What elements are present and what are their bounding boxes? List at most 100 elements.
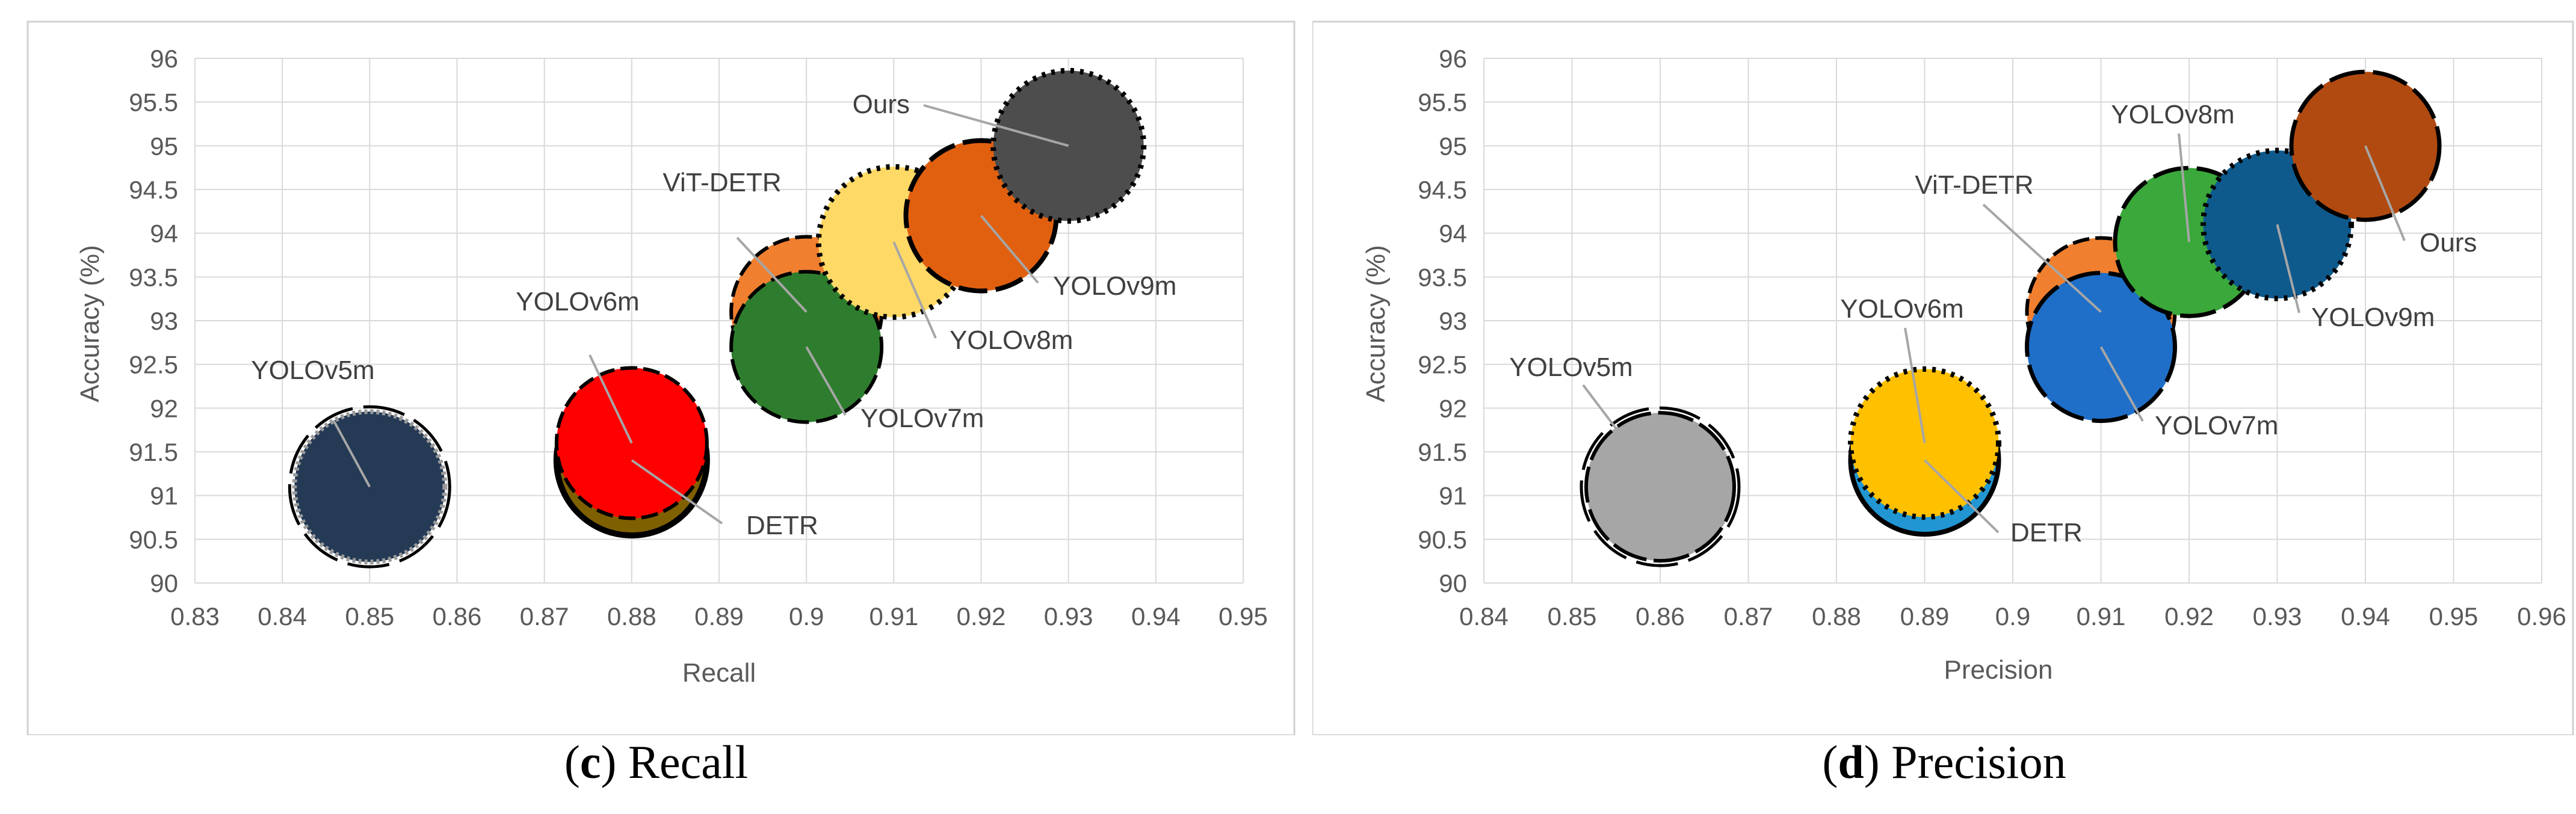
y-tick-label: 93.5 [129,263,178,291]
x-tick-label: 0.84 [258,602,307,631]
data-label: ViT-DETR [1915,170,2033,200]
x-tick-label: 0.85 [1548,602,1597,631]
caption-text: Precision [1891,736,2066,788]
x-tick-label: 0.92 [957,602,1006,631]
leader-line [736,236,808,313]
caption-letter: d [1838,736,1864,788]
bubble-ours [2289,69,2442,222]
y-tick-label: 94 [1439,220,1467,248]
data-label: YOLOv5m [1509,353,1632,382]
leader-line [923,104,1069,147]
leader-line [631,459,723,525]
y-axis-title: Accuracy (%) [75,245,105,402]
chart-precision: 0.84 0.85 0.86 0.87 0.88 0.89 0.9 0.91 0.92 0.93 0… [1312,20,2574,735]
data-label: YOLOv9m [2311,303,2435,332]
x-axis-title: Recall [682,658,756,688]
caption-precision: (d) Precision [1822,736,2066,788]
y-tick-label: 94.5 [129,176,178,204]
x-tick-label: 0.86 [433,602,482,631]
data-label: Ours [853,90,910,119]
y-tick-label: 95 [150,132,178,160]
data-label: YOLOv6m [516,287,639,316]
leader-line [980,215,1039,284]
x-axis-title: Precision [1944,655,2053,685]
data-label: YOLOv8m [2111,100,2234,129]
leader-line [1582,384,1661,488]
leader-line [2276,224,2300,313]
leader-line [1904,327,1926,443]
leader-line [2099,346,2144,422]
data-label: YOLOv9m [1053,271,1176,301]
y-tick-label: 92.5 [1418,351,1467,379]
y-tick-label: 90.5 [1418,525,1467,553]
leader-line [2364,145,2406,241]
y-axis-title: Accuracy (%) [1361,245,1391,402]
data-label: YOLOv8m [950,325,1073,355]
x-tick-label: 0.87 [1724,602,1773,631]
y-tick-label: 91 [1439,482,1467,510]
leader-line [1924,459,2000,534]
data-label: YOLOv7m [860,404,984,433]
data-label: YOLOv5m [251,356,374,385]
x-tick-label: 0.94 [2341,602,2390,631]
y-tick-label: 92 [150,394,178,422]
x-tick-label: 0.87 [520,602,569,631]
caption-text: Recall [628,736,749,788]
caption-letter: c [579,736,601,788]
x-tick-label: 0.88 [607,602,656,631]
y-tick-label: 94 [150,220,178,248]
x-tick-label: 0.84 [1459,602,1509,631]
x-tick-label: 0.89 [694,602,744,631]
y-tick-label: 95.5 [129,88,178,117]
y-tick-label: 94.5 [1418,176,1467,204]
leader-line [333,421,371,488]
data-label: Ours [2420,228,2477,257]
y-tick-label: 93 [150,307,178,335]
leader-line [805,346,847,416]
x-tick-label: 0.91 [869,602,918,631]
y-tick-label: 91.5 [1418,438,1467,466]
x-tick-label: 0.9 [789,602,824,631]
x-tick-label: 0.86 [1635,602,1685,631]
bubble-labels: DETR YOLOv5m YOLOv6m ViT-DETR YOLOv7m YOLOv8m… [1509,100,2477,547]
chart-recall: 0.83 0.84 0.85 0.86 0.87 0.88 0.89 0.9 0.91 0.92 0… [26,20,1296,735]
caption-recall: (c) Recall [564,736,749,788]
x-tick-label: 0.88 [1812,602,1861,631]
y-tick-label: 91 [150,482,178,510]
x-tick-label: 0.9 [1995,602,2030,631]
y-tick-label: 95 [1439,132,1467,160]
bubble-outer-ring [288,405,451,569]
y-tick-label: 90 [150,569,178,597]
x-tick-label: 0.93 [2253,602,2302,631]
y-tick-label: 96 [1439,45,1467,73]
bubble-marker [2289,69,2442,222]
x-tick-label: 0.93 [1044,602,1093,631]
data-label: DETR [2010,518,2083,547]
y-tick-label: 92 [1439,394,1467,422]
data-label: ViT-DETR [663,168,781,197]
x-tick-label: 0.96 [2517,602,2566,631]
y-tick-label: 90.5 [129,525,178,553]
x-tick-label: 0.94 [1131,602,1181,631]
bubble-outer-ring [1580,406,1741,567]
data-label: YOLOv7m [2155,411,2278,440]
y-tick-label: 95.5 [1418,88,1467,117]
y-tick-label: 92.5 [129,351,178,379]
y-tick-label: 90 [1439,569,1467,597]
leader-line [588,354,633,444]
y-tick-label: 91.5 [129,438,178,466]
x-tick-label: 0.89 [1900,602,1950,631]
x-tick-label: 0.92 [2164,602,2214,631]
data-label: YOLOv6m [1840,294,1963,324]
y-tick-label: 93.5 [1418,263,1467,291]
x-tick-label: 0.95 [1219,602,1268,631]
x-tick-label: 0.85 [345,602,394,631]
leader-line [2178,133,2190,242]
leader-line [892,241,937,339]
y-tick-label: 93 [1439,307,1467,335]
bubble-labels: DETR YOLOv5m YOLOv6m ViT-DETR YOLOv7m YOLOv8m… [251,90,1176,540]
x-tick-label: 0.91 [2077,602,2126,631]
data-label: DETR [746,511,818,540]
x-tick-label: 0.83 [170,602,220,631]
y-tick-label: 96 [150,45,178,73]
